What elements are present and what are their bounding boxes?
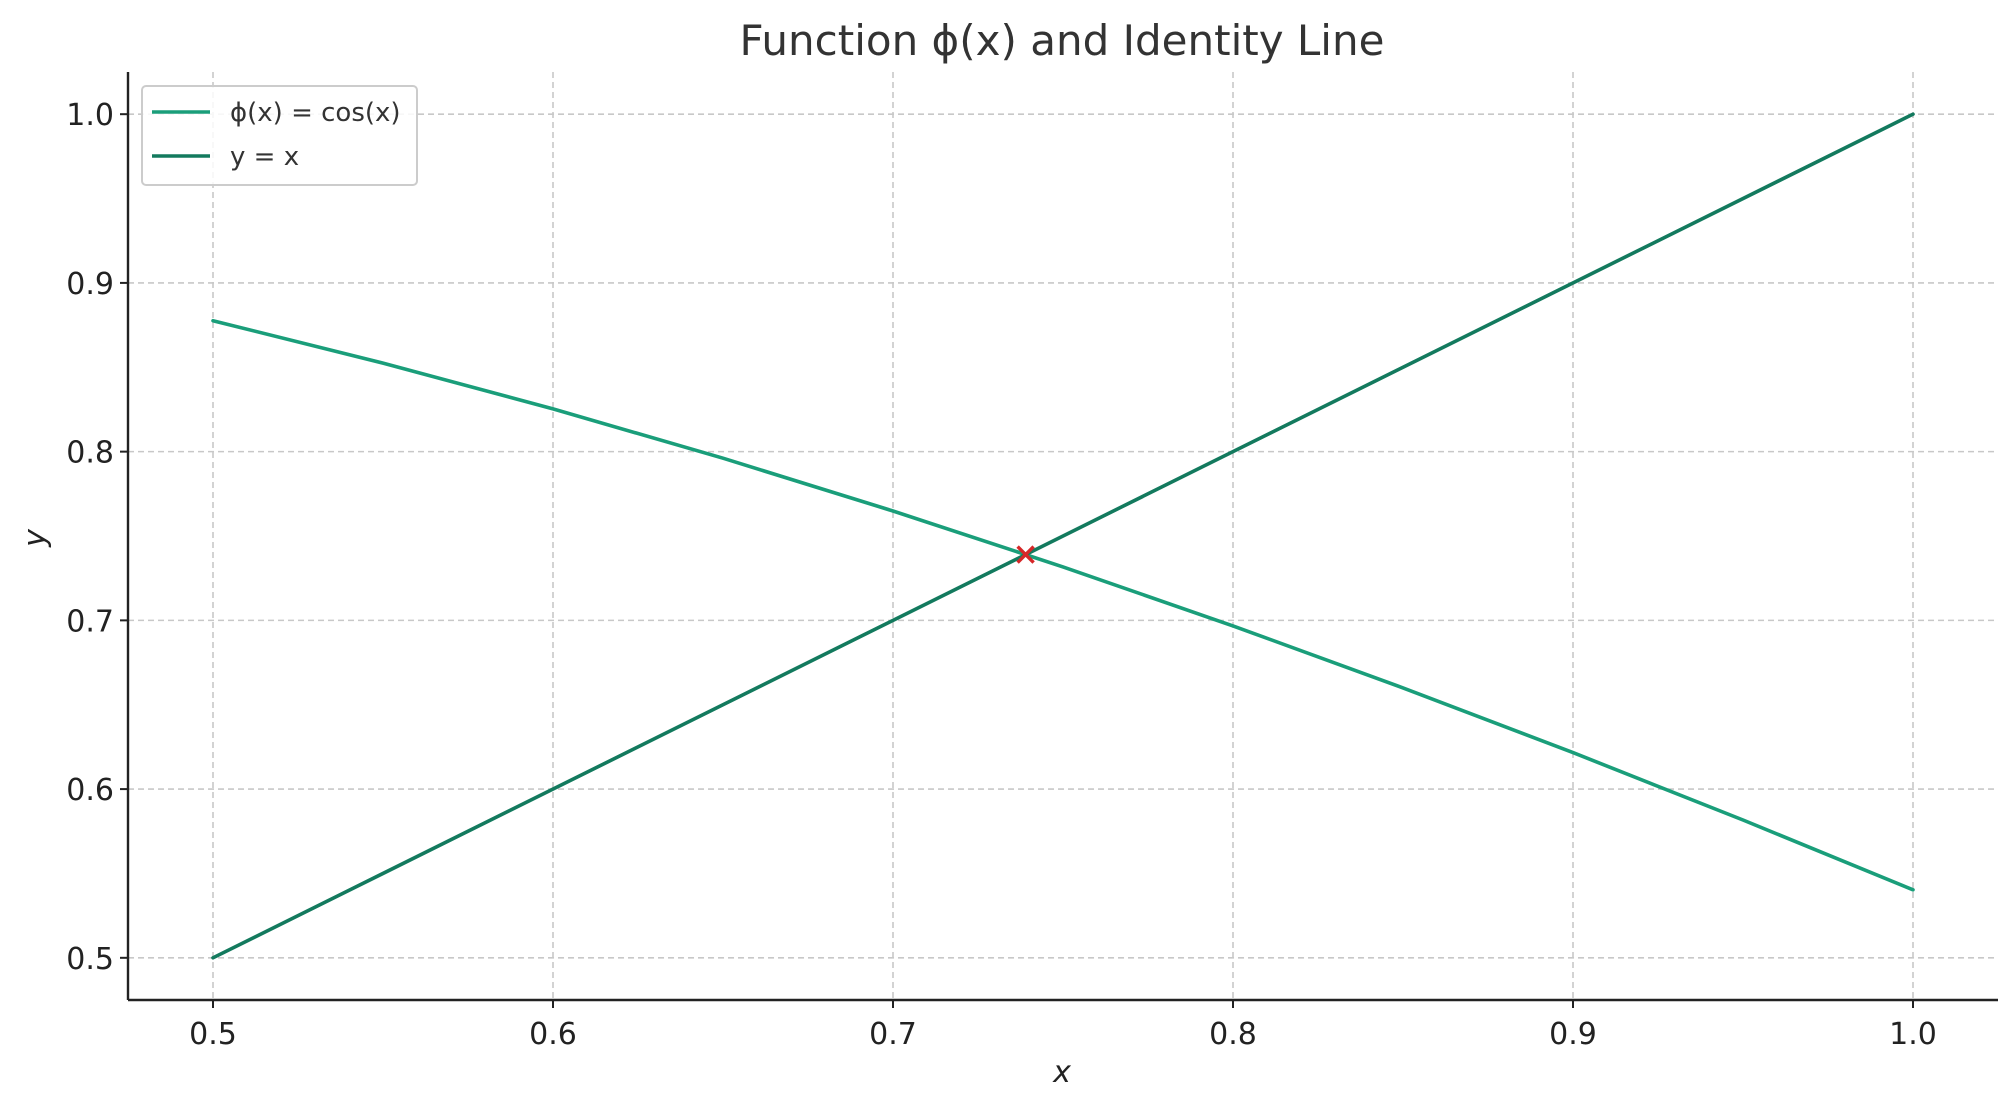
- x-axis-label: x: [1052, 1055, 1071, 1090]
- marker-stroke: [1016, 545, 1035, 564]
- x-tick-label: 0.6: [529, 1017, 577, 1052]
- y-tick-label: 0.6: [66, 773, 114, 808]
- identity-series-line: [211, 112, 1915, 960]
- legend-label: ϕ(x) = cos(x): [230, 98, 401, 128]
- legend: ϕ(x) = cos(x) y = x: [141, 85, 418, 186]
- legend-frame: [141, 85, 418, 186]
- x-tick-label: 0.7: [869, 1017, 917, 1052]
- y-tick-label: 1.0: [66, 98, 114, 133]
- y-axis-label: y: [18, 528, 53, 548]
- tick-labels: 0.5 0.6 0.7 0.8 0.9 1.0 0.5 0.6 0.7 0.8 0.9 1.0: [66, 98, 1937, 1052]
- axes: [120, 72, 1998, 1008]
- x-tick-label: 0.5: [189, 1017, 237, 1052]
- x-tick-label: 0.8: [1209, 1017, 1257, 1052]
- x-tick-label: 0.9: [1549, 1017, 1597, 1052]
- series-lines: [211, 112, 1915, 960]
- y-tick-label: 0.9: [66, 267, 114, 302]
- phi-cos-series-line: [211, 318, 1915, 892]
- grid-lines: [128, 72, 1998, 1000]
- x-tick-label: 1.0: [1889, 1017, 1937, 1052]
- y-tick-label: 0.7: [66, 604, 114, 639]
- chart-title: Function ϕ(x) and Identity Line: [740, 16, 1385, 65]
- y-tick-label: 0.8: [66, 436, 114, 471]
- y-tick-label: 0.5: [66, 942, 114, 977]
- intersection-marker: [1016, 545, 1035, 564]
- legend-label: y = x: [230, 142, 299, 172]
